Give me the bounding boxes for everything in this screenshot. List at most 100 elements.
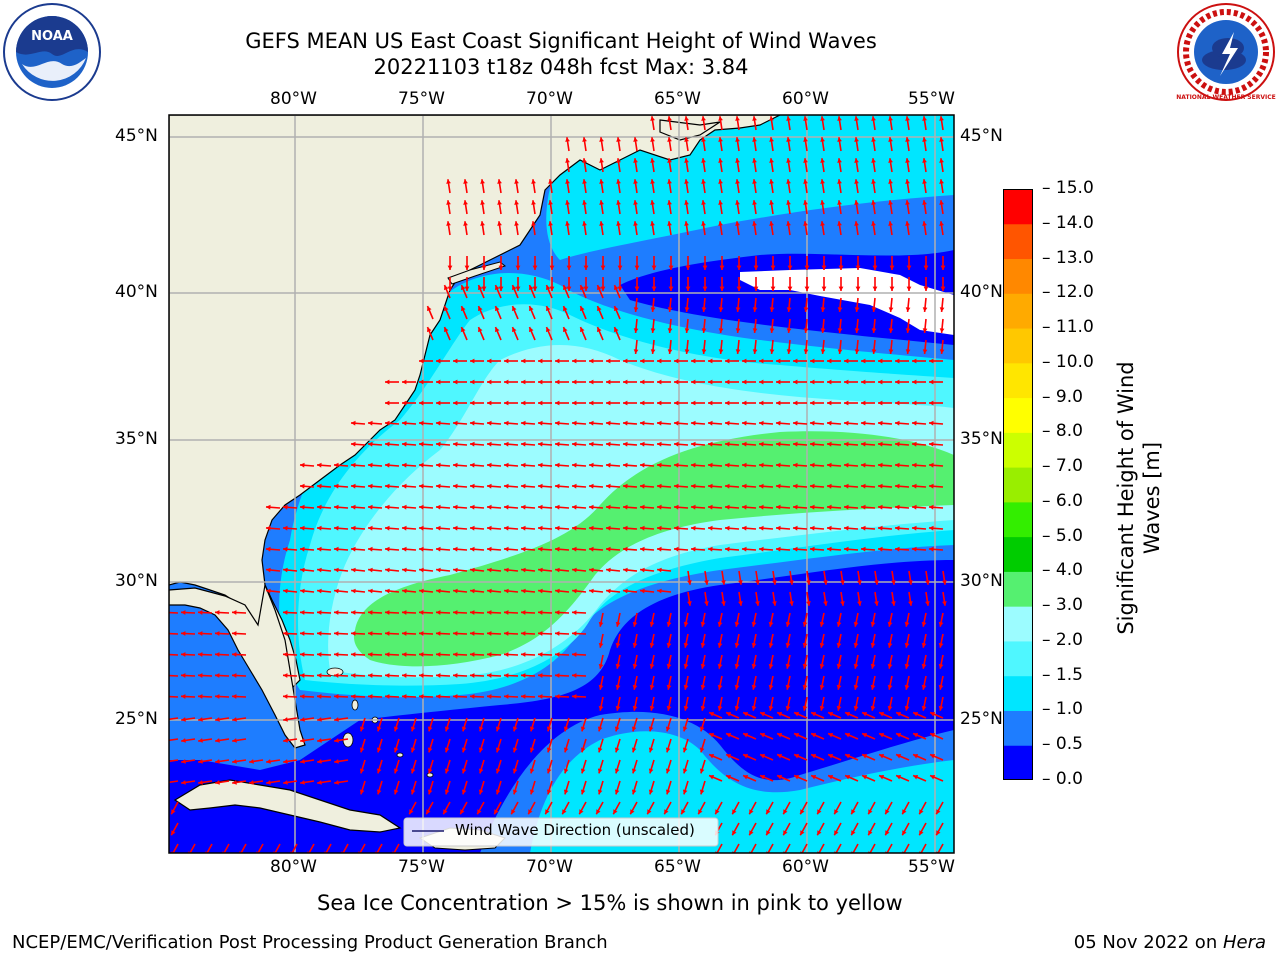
wave-direction-arrowhead <box>674 462 679 468</box>
wave-direction-arrowhead <box>376 726 382 732</box>
wave-direction-arrowhead <box>444 726 450 732</box>
land-long-island <box>447 261 507 285</box>
wave-direction-arrowhead <box>776 462 781 468</box>
wave-direction-arrowhead <box>743 712 749 717</box>
wave-direction-arrowhead <box>759 525 764 531</box>
wave-direction-arrowhead <box>742 420 747 426</box>
wave-direction-arrowhead <box>854 328 860 333</box>
wave-direction-arrowhead <box>521 546 526 552</box>
wave-direction-arrowhead <box>823 601 828 606</box>
wave-direction-arrowhead <box>453 358 458 364</box>
wave-direction-arrowhead <box>266 567 271 573</box>
wave-direction-arrowhead <box>776 379 781 385</box>
wave-direction-arrowhead <box>334 631 339 636</box>
wave-direction-arrowhead <box>572 652 577 657</box>
wave-direction-arrowhead <box>481 286 487 291</box>
wave-direction-arrowhead <box>283 504 288 510</box>
wave-direction-arrowhead <box>793 504 798 510</box>
wave-direction-arrowhead <box>742 525 747 531</box>
wave-direction-arrowhead <box>732 830 737 836</box>
wave-direction-arrowhead <box>487 631 492 636</box>
wave-direction-arrowhead <box>583 286 589 291</box>
wave-direction-arrowhead <box>385 400 390 406</box>
wave-direction-arrowhead <box>436 379 441 385</box>
colorbar-swatch <box>1003 189 1033 225</box>
wave-direction-arrowhead <box>283 759 288 764</box>
wave-direction-arrowhead <box>752 349 758 354</box>
wave-direction-arrowhead <box>896 712 902 717</box>
wave-direction-arrowhead <box>334 567 339 573</box>
wave-direction-arrowhead <box>683 642 689 648</box>
wave-direction-arrowhead <box>616 179 621 184</box>
wave-direction-arrowhead <box>912 462 917 468</box>
wave-direction-arrowhead <box>871 307 877 312</box>
wave-direction-arrowhead <box>198 738 203 743</box>
wave-direction-arrowhead <box>334 504 339 510</box>
wave-direction-arrowhead <box>385 546 390 552</box>
lat-label-right-45: 45°N <box>960 126 1003 146</box>
wave-direction-arrow <box>359 843 366 853</box>
wave-direction-arrowhead <box>368 525 373 531</box>
wave-direction-arrowhead <box>402 610 407 615</box>
wave-direction-arrowhead <box>368 420 373 426</box>
wave-direction-arrowhead <box>385 673 390 678</box>
wave-direction-arrowhead <box>704 601 709 606</box>
wave-direction-arrowhead <box>853 705 859 711</box>
wave-direction-arrowhead <box>732 809 737 815</box>
wave-direction-arrowhead <box>487 504 492 510</box>
wave-direction-arrowhead <box>878 400 883 406</box>
wave-direction-arrowhead <box>521 631 526 636</box>
wave-direction-arrowhead <box>895 420 900 426</box>
wave-direction-arrowhead <box>393 726 399 732</box>
wave-direction-arrowhead <box>419 694 424 699</box>
wave-direction-arrowhead <box>905 328 911 333</box>
wave-direction-arrowhead <box>606 546 611 552</box>
wave-direction-arrowhead <box>616 158 621 163</box>
wave-direction-arrowhead <box>266 525 271 531</box>
wave-direction-arrowhead <box>721 580 726 585</box>
wave-direction-arrowhead <box>667 349 673 354</box>
wave-direction-arrowhead <box>334 694 339 699</box>
wave-direction-arrowhead <box>232 652 237 657</box>
wave-direction-arrowhead <box>854 158 859 163</box>
wave-direction-arrowhead <box>478 789 484 795</box>
wave-direction-arrowhead <box>715 809 720 815</box>
wave-direction-arrowhead <box>902 809 907 815</box>
wave-direction-arrowhead <box>566 265 572 270</box>
wave-direction-arrowhead <box>891 601 896 606</box>
wave-direction-arrowhead <box>912 400 917 406</box>
wave-direction-arrowhead <box>768 663 774 669</box>
wave-direction-arrowhead <box>555 588 560 594</box>
wave-direction-arrowhead <box>769 200 774 205</box>
wave-direction-arrowhead <box>565 221 570 226</box>
wave-direction-arrowhead <box>668 265 674 270</box>
wave-direction-arrowhead <box>385 567 390 573</box>
wave-direction-arrowhead <box>555 358 560 364</box>
wave-direction-arrowhead <box>668 286 674 291</box>
wave-direction-arrowhead <box>683 684 689 690</box>
wave-direction-arrowhead <box>912 358 917 364</box>
lat-label-right-30: 30°N <box>960 571 1003 591</box>
wave-direction-arrowhead <box>810 420 815 426</box>
wave-direction-arrow <box>169 653 179 656</box>
wave-direction-arrowhead <box>215 717 220 722</box>
wave-direction-arrowhead <box>640 358 645 364</box>
wave-direction-arrowhead <box>589 400 594 406</box>
wave-direction-arrowhead <box>751 684 757 690</box>
wave-direction-arrowhead <box>734 684 740 690</box>
wave-direction-arrowhead <box>351 483 356 489</box>
wave-direction-arrowhead <box>164 759 169 764</box>
wave-direction-arrowhead <box>300 504 305 510</box>
wave-direction-arrowhead <box>905 116 910 121</box>
wave-direction-arrowhead <box>701 307 707 312</box>
wave-direction-arrowhead <box>300 652 305 657</box>
wave-direction-arrowhead <box>504 567 509 573</box>
wave-direction-arrowhead <box>922 116 927 121</box>
wave-direction-arrowhead <box>789 601 794 606</box>
wave-direction-arrowhead <box>582 137 587 142</box>
wave-direction-arrowhead <box>514 179 519 184</box>
wave-direction-arrowhead <box>529 327 534 333</box>
wave-direction-arrowhead <box>912 441 917 447</box>
wave-direction-arrowhead <box>538 652 543 657</box>
wave-direction-arrow <box>257 843 264 853</box>
